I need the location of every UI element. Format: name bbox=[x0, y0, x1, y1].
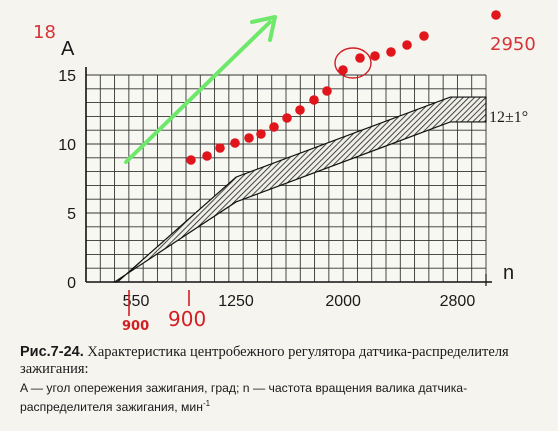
red-dot bbox=[309, 95, 319, 105]
red-dot bbox=[282, 113, 292, 123]
red-dots bbox=[186, 10, 501, 165]
y-tick-label: 15 bbox=[58, 68, 76, 85]
red-dot bbox=[402, 40, 412, 50]
x-tick-label: 2000 bbox=[325, 293, 361, 310]
y-tick-label: 5 bbox=[67, 206, 76, 223]
red-dot bbox=[419, 31, 429, 41]
green-arrow-shaft bbox=[124, 20, 272, 164]
band-label: 12±1° bbox=[489, 109, 528, 126]
red-dot bbox=[338, 65, 348, 75]
green-arrow-head bbox=[250, 15, 277, 42]
red-dot bbox=[256, 129, 266, 139]
red-dot bbox=[491, 10, 501, 20]
red-dot bbox=[355, 53, 365, 63]
red-dot bbox=[322, 86, 332, 96]
red-dot bbox=[295, 105, 305, 115]
chart-axes bbox=[85, 67, 492, 286]
x-tick-label: 550 bbox=[123, 293, 150, 310]
x-axis-label: n bbox=[503, 262, 514, 284]
red-dot bbox=[386, 47, 396, 57]
annotation-circle bbox=[334, 47, 372, 79]
annotation-2950: 2950 bbox=[490, 34, 536, 55]
y-tick-label: 0 bbox=[67, 275, 76, 292]
caption-description-text: A — угол опережения зажигания, град; n —… bbox=[20, 381, 468, 415]
annotation-900-large: 900 bbox=[168, 307, 206, 331]
red-dot bbox=[202, 151, 212, 161]
advance-curve-chart: 0 5 10 15 550 1250 2000 2800 A n 12±1° 18 2950 … bbox=[33, 10, 536, 334]
advance-band bbox=[112, 96, 487, 283]
red-dot bbox=[244, 133, 254, 143]
red-dot bbox=[215, 143, 225, 153]
caption-title-text: Характеристика центробежного регулятора … bbox=[20, 344, 509, 377]
red-dot bbox=[230, 138, 240, 148]
caption-unit-exponent: -1 bbox=[202, 399, 211, 408]
x-tick-label: 2800 bbox=[440, 293, 476, 310]
red-dot bbox=[370, 51, 380, 61]
caption-title: Рис.7-24. Характеристика центробежного р… bbox=[20, 344, 545, 378]
red-dot bbox=[186, 155, 196, 165]
x-tick-label: 1250 bbox=[218, 293, 254, 310]
y-axis-label: A bbox=[61, 38, 75, 60]
annotation-900-small: 900 bbox=[122, 319, 149, 334]
red-dot bbox=[269, 122, 279, 132]
y-tick-label: 10 bbox=[58, 137, 76, 154]
caption-fig-label: Рис.7-24. bbox=[20, 344, 84, 360]
annotation-18: 18 bbox=[33, 22, 56, 43]
hand-annotations: 18 2950 900 900 bbox=[33, 10, 536, 334]
figure-caption: Рис.7-24. Характеристика центробежного р… bbox=[20, 344, 545, 415]
caption-description: A — угол опережения зажигания, град; n —… bbox=[20, 381, 545, 415]
